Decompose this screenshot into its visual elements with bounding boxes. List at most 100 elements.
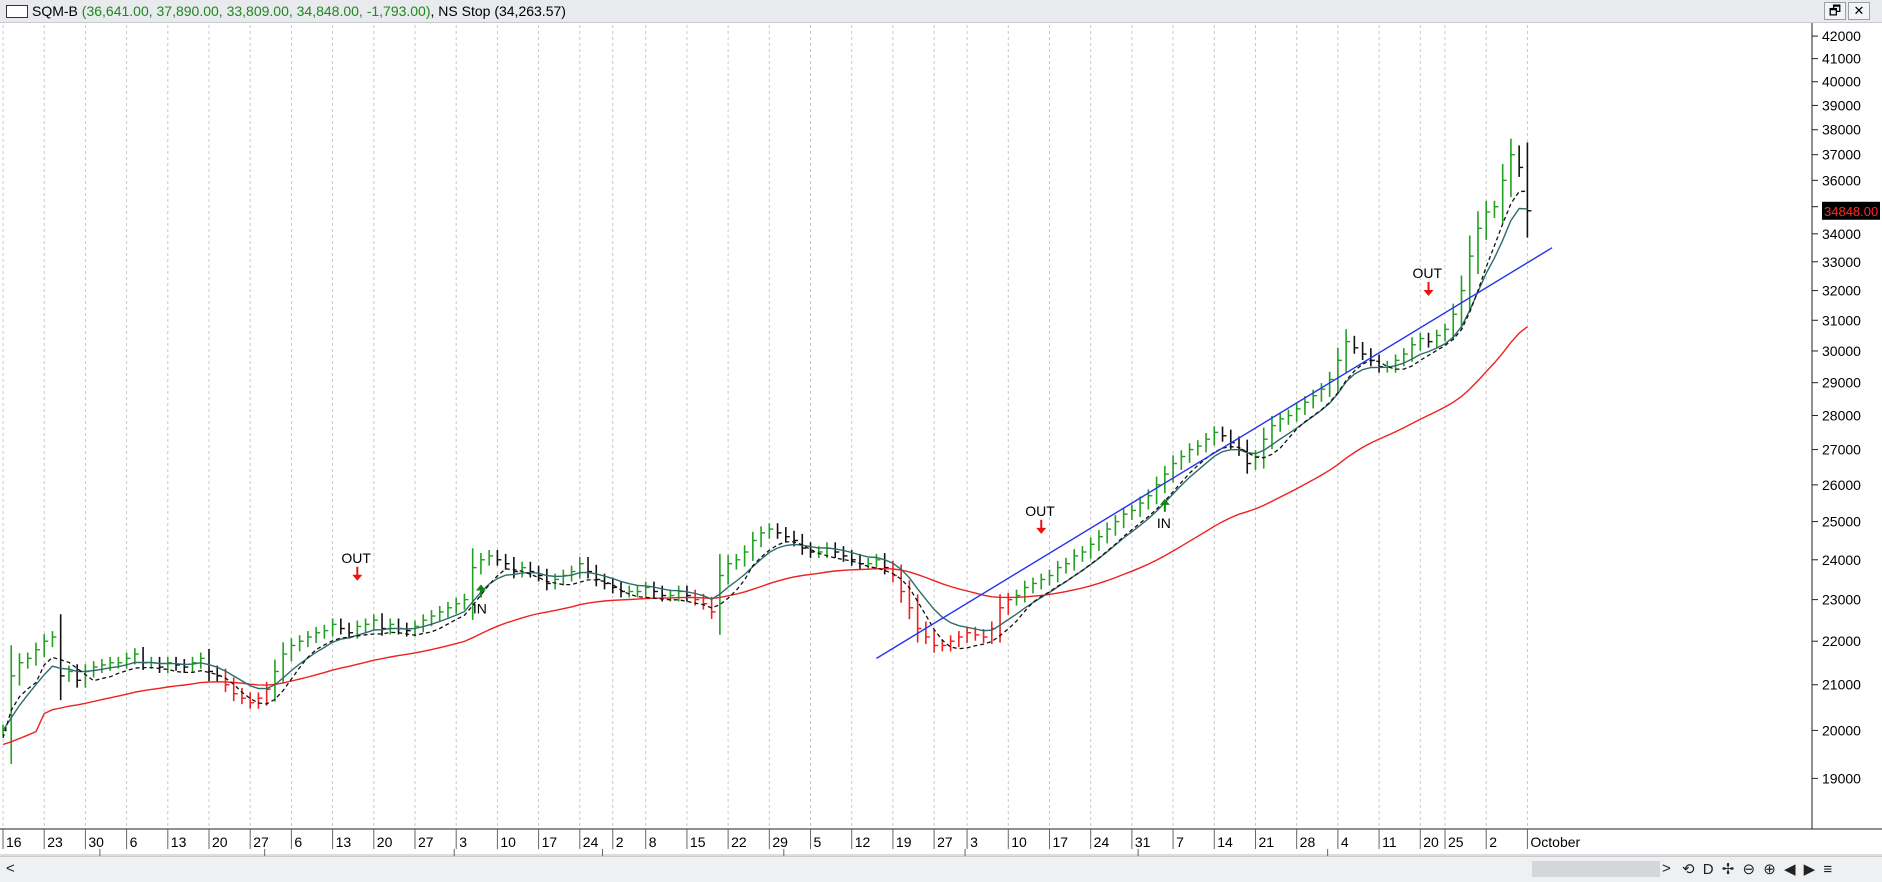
restore-button[interactable]: 🗗 — [1824, 2, 1846, 20]
scroll-right-button[interactable]: > — [1662, 860, 1671, 877]
date-tick-label: 10 — [500, 834, 516, 850]
price-tick-label: 27000 — [1822, 442, 1861, 458]
ohlc-readout: (36,641.00, 37,890.00, 33,809.00, 34,848… — [81, 3, 431, 19]
horizontal-scrollbar-thumb[interactable] — [1532, 861, 1660, 877]
price-tick-label: 24000 — [1822, 552, 1861, 568]
sell-arrow-head — [1423, 289, 1434, 296]
date-tick-label: 2 — [616, 834, 624, 850]
price-tick-label: 32000 — [1822, 283, 1861, 299]
price-tick-label: 33000 — [1822, 254, 1861, 270]
price-tick-label: 26000 — [1822, 477, 1861, 493]
stop-line — [2, 190, 1528, 739]
last-price-label: 34848.00 — [1824, 204, 1878, 219]
chart-title: SQM-B (36,641.00, 37,890.00, 33,809.00, … — [32, 3, 566, 19]
date-tick-label: October — [1530, 834, 1580, 850]
chart-tools[interactable]: ⟲ D ✢ ⊖ ⊕ ◀ ▶ ≡ — [1682, 861, 1835, 878]
date-tick-label: 14 — [1217, 834, 1233, 850]
date-tick-label: 11 — [1382, 834, 1397, 850]
date-axis: 16 23 30 6 13 20 27 6 13 20 27 3 10 17 24 2 8 15 22 29 5 12 19… — [0, 828, 1882, 856]
date-tick-label: 27 — [253, 834, 269, 850]
buy-signal-label: IN — [473, 600, 487, 616]
price-chart[interactable]: OUTINOUTINOUTIN 190002000021000220002300… — [0, 23, 1882, 856]
date-tick-label: 4 — [1341, 834, 1349, 850]
price-tick-label: 19000 — [1822, 770, 1861, 786]
price-tick-label: 20000 — [1822, 722, 1861, 738]
price-tick-label: 28000 — [1822, 408, 1861, 424]
price-tick-label: 29000 — [1822, 375, 1861, 391]
price-tick-label: 39000 — [1822, 97, 1861, 113]
price-tick-label: 41000 — [1822, 51, 1861, 67]
date-tick-label: 23 — [47, 834, 63, 850]
buy-arrow-head — [1159, 498, 1170, 505]
date-tick-label: 17 — [1052, 834, 1068, 850]
month-label: July — [969, 853, 994, 856]
price-tick-label: 31000 — [1822, 312, 1861, 328]
sell-arrow-head — [1036, 527, 1047, 534]
date-tick-label: 20 — [212, 834, 228, 850]
date-tick-label: 20 — [1423, 834, 1439, 850]
date-tick-label: 8 — [649, 834, 657, 850]
window-icon — [6, 5, 28, 18]
date-tick-label: 20 — [377, 834, 393, 850]
date-tick-label: 13 — [336, 834, 352, 850]
stop-readout: NS Stop (34,263.57) — [438, 3, 566, 19]
date-tick-label: 28 — [1300, 834, 1316, 850]
sell-arrow-head — [352, 574, 363, 581]
price-tick-label: 25000 — [1822, 514, 1861, 530]
date-tick-label: 16 — [6, 834, 22, 850]
sell-signal-label: OUT — [1413, 265, 1443, 281]
date-tick-label: 21 — [1258, 834, 1274, 850]
last-price-box — [1822, 201, 1880, 220]
scroll-left-button[interactable]: < — [6, 860, 15, 877]
price-tick-label: 23000 — [1822, 592, 1861, 608]
price-bars — [2, 138, 1532, 764]
date-tick-label: 7 — [1176, 834, 1184, 850]
date-tick-label: 31 — [1135, 834, 1151, 850]
month-label: February — [104, 853, 160, 856]
price-tick-label: 34000 — [1822, 226, 1861, 242]
chart-title-bar: SQM-B (36,641.00, 37,890.00, 33,809.00, … — [0, 0, 1882, 23]
long-moving-average-line — [2, 326, 1528, 746]
price-axis: 19000 20000 21000 22000 23000 24000 25000 26000… — [1811, 23, 1882, 856]
buy-arrow-head — [475, 584, 486, 591]
date-tick-label: 13 — [171, 834, 187, 850]
date-tick-label: 19 — [896, 834, 912, 850]
trend-line — [876, 247, 1553, 659]
date-tick-label: 6 — [294, 834, 302, 850]
date-tick-label: 24 — [1094, 834, 1110, 850]
date-tick-label: 27 — [937, 834, 953, 850]
trade-signals: OUT IN OUT IN OUT IN — [341, 23, 1607, 616]
date-tick-label: 2 — [1489, 834, 1497, 850]
date-tick-label: 25 — [1448, 834, 1464, 850]
month-label: May — [607, 853, 633, 856]
close-button[interactable]: ✕ — [1848, 2, 1870, 20]
buy-signal-label: IN — [1594, 23, 1608, 26]
short-moving-average-line — [2, 207, 1528, 731]
date-tick-label: 10 — [1011, 834, 1027, 850]
date-tick-label: 12 — [855, 834, 871, 850]
price-tick-label: 38000 — [1822, 122, 1861, 138]
date-tick-label: 15 — [690, 834, 706, 850]
month-label: September — [1332, 853, 1401, 856]
price-tick-label: 37000 — [1822, 147, 1861, 163]
month-label: March — [269, 853, 308, 856]
price-tick-label: 21000 — [1822, 677, 1861, 693]
date-tick-label: 3 — [459, 834, 467, 850]
date-tick-label: 24 — [583, 834, 599, 850]
month-label: April — [458, 853, 486, 856]
date-tick-label: 17 — [542, 834, 558, 850]
date-tick-label: 27 — [418, 834, 434, 850]
date-tick-label: 3 — [970, 834, 978, 850]
price-tick-label: 36000 — [1822, 172, 1861, 188]
price-tick-label: 22000 — [1822, 633, 1861, 649]
price-tick-label: 30000 — [1822, 343, 1861, 359]
date-tick-label: 5 — [814, 834, 822, 850]
chart-status-bar: < > ⟲ D ✢ ⊖ ⊕ ◀ ▶ ≡ — [0, 856, 1882, 882]
date-tick-label: 30 — [88, 834, 104, 850]
grid-lines — [2, 25, 1528, 829]
date-tick-label: 29 — [772, 834, 788, 850]
buy-signal-label: IN — [1157, 515, 1171, 531]
sell-signal-label: OUT — [1025, 503, 1055, 519]
symbol-label: SQM-B — [32, 3, 78, 19]
month-label: June — [788, 853, 819, 856]
